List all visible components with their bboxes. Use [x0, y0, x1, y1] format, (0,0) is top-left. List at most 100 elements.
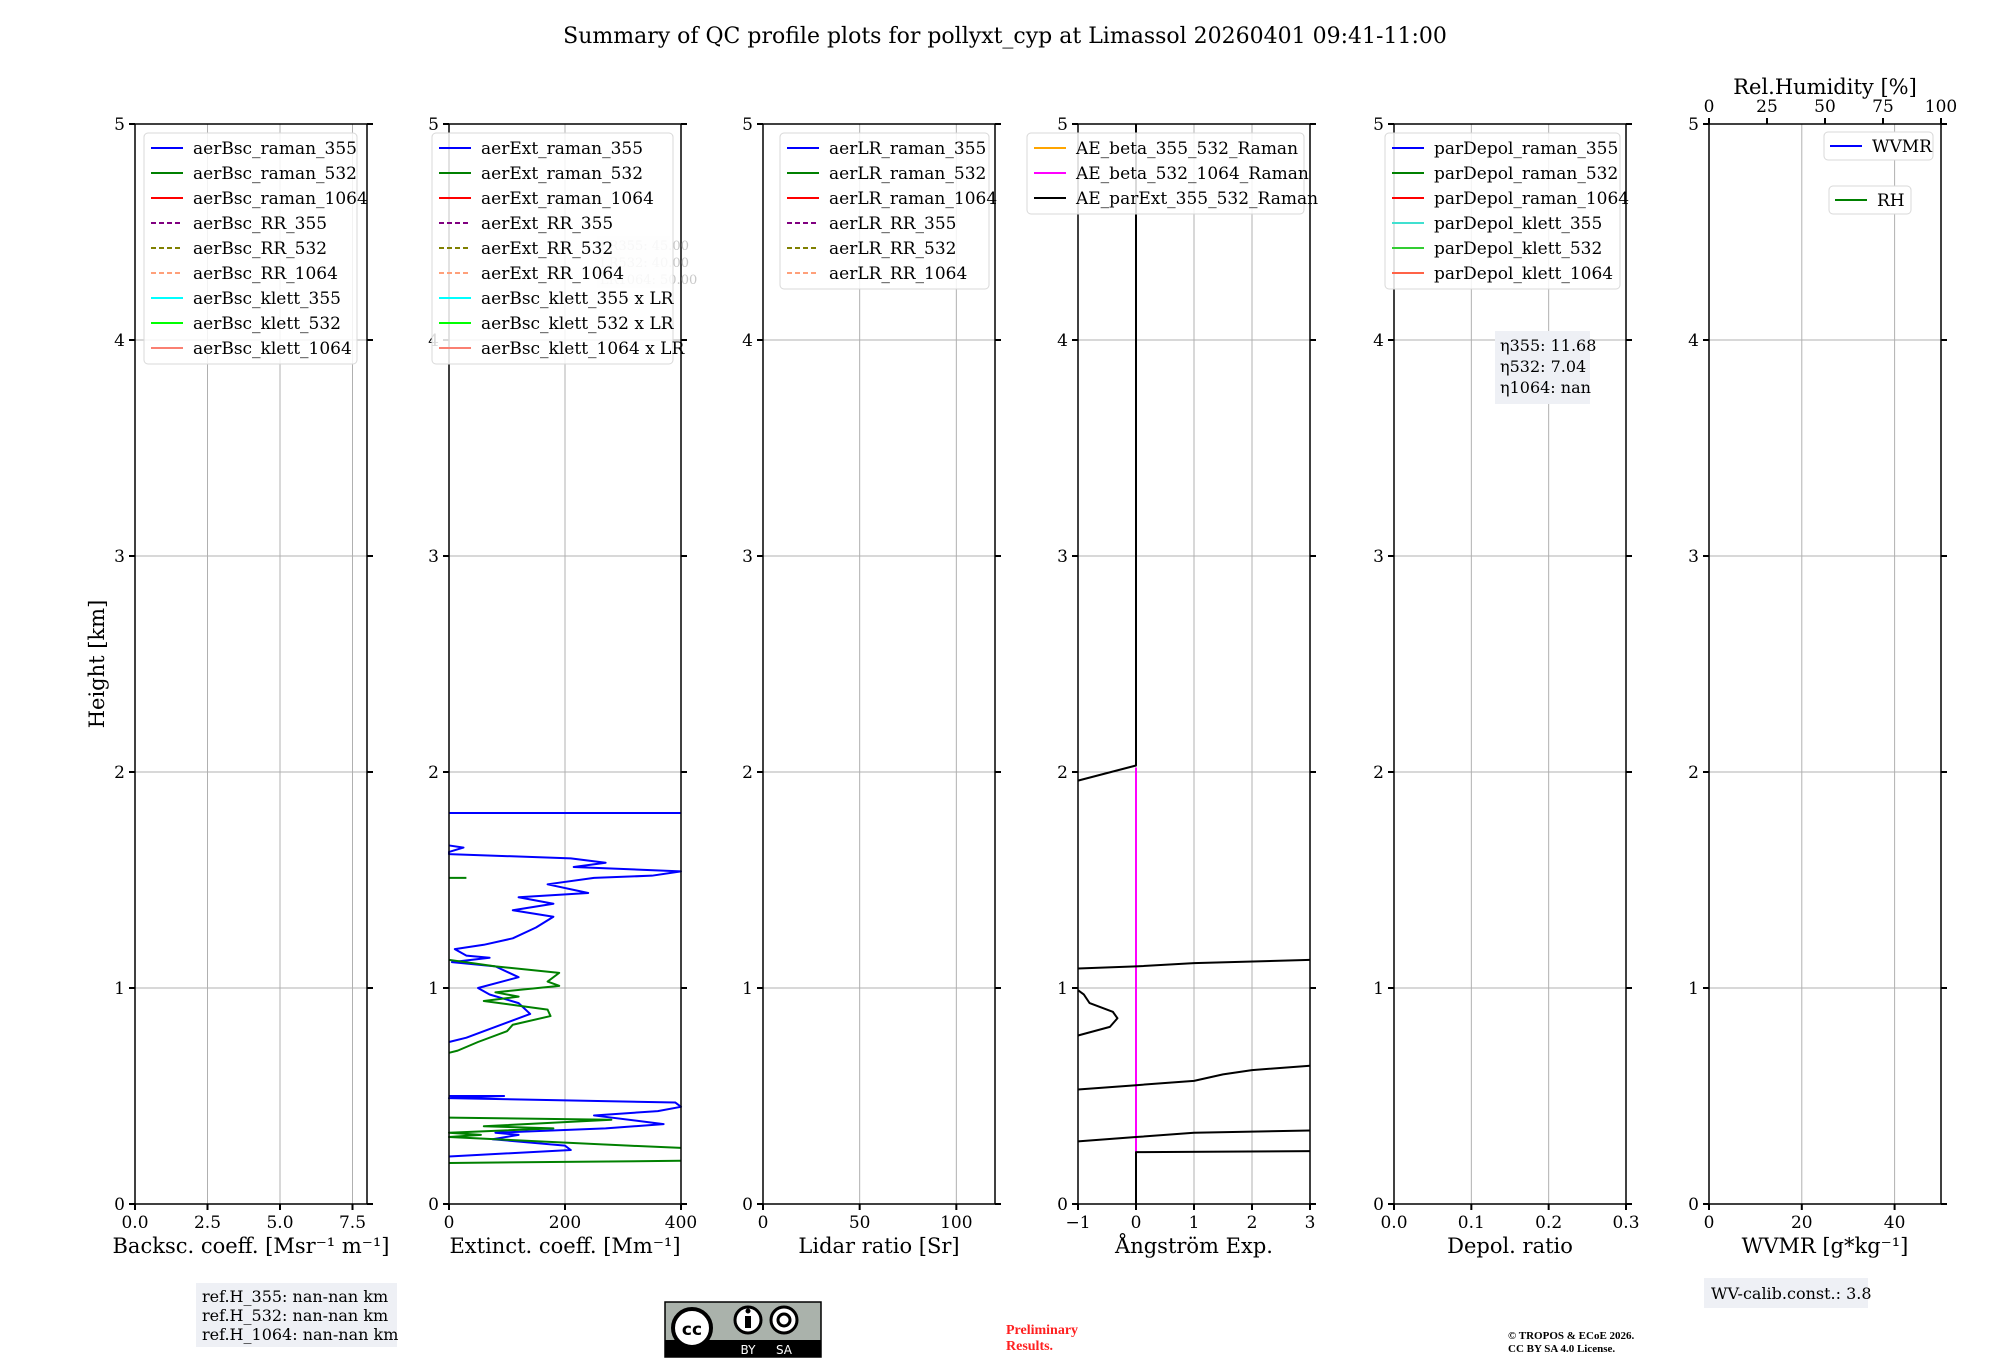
- y-tick-label: 1: [1373, 979, 1384, 999]
- legend-frame: [1823, 131, 1934, 161]
- x-tick-label: 40: [1884, 1213, 1906, 1233]
- legend-entry: aerBsc_klett_355 x LR: [481, 289, 675, 309]
- x-tick-label: 400: [665, 1213, 697, 1233]
- axes-frame: [762, 123, 996, 1205]
- legend-entry: parDepol_raman_355: [1434, 139, 1618, 159]
- series-line-aerExt_raman_532: [448, 958, 561, 1054]
- y-tick-label: 1: [114, 979, 125, 999]
- legend-frame: [143, 132, 358, 365]
- series-line-AE_parExt_355_532_Raman: [1077, 958, 1311, 970]
- y-axis-label: Height [km]: [85, 600, 109, 729]
- series-line-AE_parExt_355_532_Raman: [1135, 1150, 1311, 1204]
- legend-entry: aerBsc_raman_1064: [193, 189, 368, 209]
- y-tick-label: 3: [1688, 547, 1699, 567]
- legend-frame: [431, 132, 674, 365]
- legend: aerLR_raman_355 aerLR_raman_532 aerLR_rama…: [779, 132, 997, 290]
- reference-height-box: ref.H_355: nan-nan km ref.H_532: nan-nan…: [196, 1283, 398, 1347]
- legend-entry: RH: [1877, 191, 1905, 211]
- legend-entry: aerBsc_raman_355: [193, 139, 357, 159]
- legend-entry: parDepol_klett_532: [1434, 239, 1602, 259]
- series-line-aerExt_raman_532: [448, 1159, 682, 1164]
- y-tick-label: 0: [1057, 1195, 1068, 1215]
- x-axis-label: Backsc. coeff. [Msr⁻¹ m⁻¹]: [113, 1234, 390, 1258]
- eta-annotation: η532: 7.04: [1500, 357, 1586, 376]
- panel-1: 0.0 2.5 5.0 7.5 0 1 2 3 4 5 Backsc. coeff. [Msr⁻¹ …: [113, 115, 390, 1258]
- preliminary-note-line1: Preliminary: [1006, 1323, 1078, 1338]
- y-tick-label: 0: [742, 1195, 753, 1215]
- x-tick-label: 0.3: [1612, 1213, 1639, 1233]
- x-tick-label: 200: [549, 1213, 581, 1233]
- top-x-axis-label: Rel.Humidity [%]: [1733, 75, 1917, 99]
- legend-frame: [1384, 132, 1621, 290]
- x-tick-label: 0: [1131, 1213, 1142, 1233]
- legend-entry: aerExt_raman_532: [481, 164, 643, 184]
- eta-annotation: η1064: nan: [1500, 378, 1591, 397]
- series-line-AE_parExt_355_532_Raman: [1077, 989, 1119, 1037]
- legend-entry: parDepol_raman_532: [1434, 164, 1618, 184]
- x-tick-label: 0: [758, 1213, 769, 1233]
- badge-sa: SA: [776, 1343, 793, 1357]
- legend-entry: parDepol_raman_1064: [1434, 189, 1629, 209]
- y-tick-label: 3: [1373, 547, 1384, 567]
- y-tick-label: 0: [1373, 1195, 1384, 1215]
- legend-entry: aerExt_RR_1064: [481, 264, 624, 284]
- legend: aerExt_raman_355 aerExt_raman_532 aerExt_r…: [431, 132, 685, 365]
- legend-frame: [1026, 132, 1305, 215]
- y-tick-label: 4: [1373, 331, 1384, 351]
- y-tick-label: 2: [742, 763, 753, 783]
- wv-calib-constant: WV-calib.const.: 3.8: [1711, 1284, 1872, 1303]
- x-tick-label: 1: [1189, 1213, 1200, 1233]
- y-tick-label: 1: [1688, 979, 1699, 999]
- series-line-AE_parExt_355_532_Raman: [1077, 124, 1137, 782]
- y-tick-label: 2: [1057, 763, 1068, 783]
- refH-355: ref.H_355: nan-nan km: [202, 1287, 388, 1306]
- x-tick-label: 3: [1305, 1213, 1316, 1233]
- series-line-aerExt_raman_355: [448, 844, 682, 1043]
- y-tick-label: 2: [1688, 763, 1699, 783]
- y-tick-label: 3: [428, 547, 439, 567]
- legend-entry: aerLR_raman_1064: [829, 189, 997, 209]
- legend-entry: AE_beta_355_532_Raman: [1075, 139, 1298, 159]
- x-tick-label: 0.0: [121, 1213, 148, 1233]
- y-tick-label: 1: [742, 979, 753, 999]
- legend-entry: aerBsc_RR_532: [193, 239, 327, 259]
- x-tick-label: 0: [1704, 1213, 1715, 1233]
- cc-by-sa-license-badge: cc BY SA: [664, 1301, 822, 1358]
- y-tick-label: 4: [1688, 331, 1699, 351]
- x-axis-label: Depol. ratio: [1447, 1234, 1573, 1258]
- legend-entry: parDepol_klett_1064: [1434, 264, 1613, 284]
- x-tick-label: 5.0: [266, 1213, 293, 1233]
- x-tick-label: 2: [1247, 1213, 1258, 1233]
- y-tick-label: 5: [742, 115, 753, 135]
- legend-entry: aerBsc_RR_355: [193, 214, 327, 234]
- x-tick-label: 50: [849, 1213, 871, 1233]
- badge-by: BY: [741, 1343, 757, 1357]
- x-tick-label: 7.5: [339, 1213, 366, 1233]
- y-tick-label: 2: [428, 763, 439, 783]
- legend-entry: aerLR_raman_532: [829, 164, 986, 184]
- legend: parDepol_raman_355 parDepol_raman_532 parD…: [1384, 132, 1629, 290]
- panel-2: 0200400012345Extinct. coeff. [Mm⁻¹]LR355…: [428, 115, 697, 1258]
- legend-frame: [779, 132, 990, 290]
- series-line-AE_parExt_355_532_Raman: [1077, 1064, 1311, 1091]
- y-tick-label: 2: [1373, 763, 1384, 783]
- legend-entry: aerLR_RR_1064: [829, 264, 967, 284]
- legend-entry: aerExt_raman_1064: [481, 189, 654, 209]
- top-x-tick-label: 50: [1814, 97, 1836, 117]
- y-tick-label: 3: [742, 547, 753, 567]
- x-axis-label: Ångström Exp.: [1114, 1233, 1273, 1258]
- x-tick-label: 20: [1791, 1213, 1813, 1233]
- legend-entry: aerBsc_RR_1064: [193, 264, 338, 284]
- legend-entry: aerBsc_klett_1064: [193, 339, 352, 359]
- legend-entry: aerExt_RR_355: [481, 214, 613, 234]
- preliminary-note-line2: Results.: [1006, 1339, 1053, 1354]
- y-tick-label: 1: [428, 979, 439, 999]
- legend-entry: aerBsc_klett_532: [193, 314, 341, 334]
- y-tick-label: 4: [1057, 331, 1068, 351]
- y-tick-label: 4: [742, 331, 753, 351]
- legend-entry: WVMR: [1872, 137, 1933, 157]
- x-axis-label: Lidar ratio [Sr]: [798, 1234, 959, 1258]
- cc-icon: [671, 1307, 713, 1349]
